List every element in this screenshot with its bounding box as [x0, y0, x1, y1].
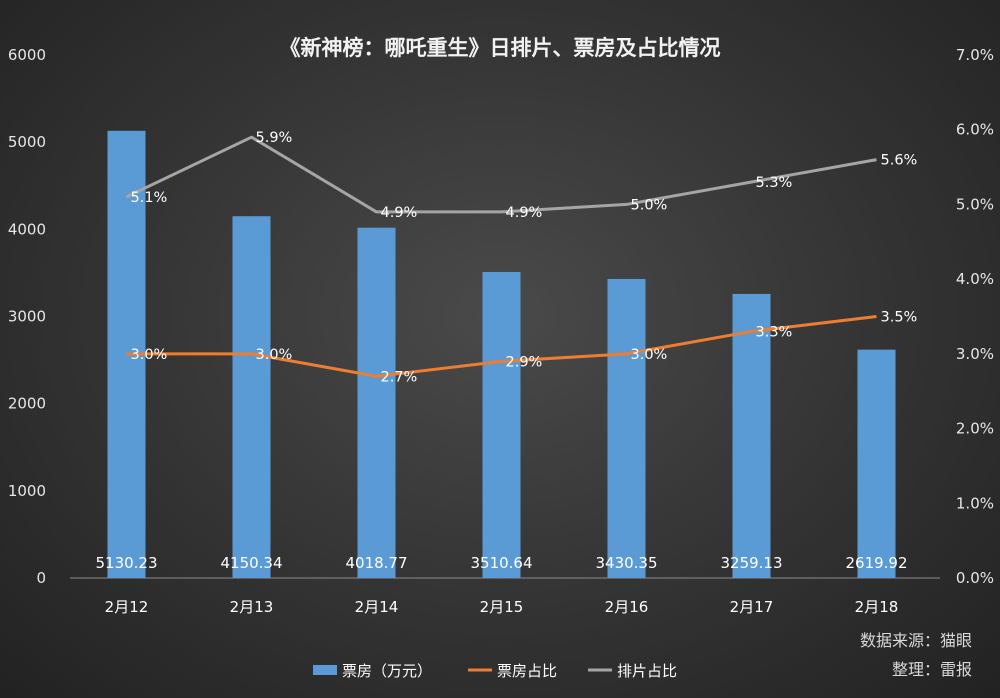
line-value-label: 5.6% [881, 153, 918, 169]
left-tick-label: 6000 [8, 46, 46, 64]
category-label: 2月16 [605, 598, 649, 616]
line-value-label: 3.3% [756, 324, 793, 340]
line-value-label: 4.9% [506, 205, 543, 221]
bar [357, 227, 396, 579]
category-label: 2月17 [730, 598, 774, 616]
category-label: 2月18 [855, 598, 899, 616]
chart-title: 《新神榜：哪吒重生》日排片、票房及占比情况 [280, 36, 721, 60]
box-office-share-line [126, 315, 877, 378]
line-value-label: 2.9% [506, 354, 543, 370]
line-value-label: 4.9% [381, 205, 418, 221]
bar [732, 293, 771, 578]
category-label: 2月12 [105, 598, 149, 616]
line-value-label: 3.0% [131, 347, 168, 363]
bar-value-label: 3510.64 [470, 554, 532, 572]
bar-value-label: 5130.23 [95, 554, 157, 572]
line-value-label: 5.1% [131, 190, 168, 206]
bar-value-label: 3430.35 [595, 554, 657, 572]
category-label: 2月15 [480, 598, 524, 616]
line-value-label: 3.0% [631, 347, 668, 363]
bar [607, 278, 646, 578]
right-tick-label: 0.0% [956, 569, 994, 587]
bar-labels: 5130.23 4150.34 4018.77 3510.64 3430.35 3259.… [95, 554, 907, 572]
left-tick-label: 4000 [8, 220, 46, 238]
category-label: 2月14 [355, 598, 399, 616]
right-axis: 0.0% 1.0% 2.0% 3.0% 4.0% 5.0% 6.0% 7.0% [956, 46, 994, 587]
legend-swatch-bar [313, 665, 337, 675]
screening-share-line [125, 135, 877, 214]
legend-label: 票房（万元） [342, 662, 432, 680]
bar-value-label: 4150.34 [220, 554, 282, 572]
legend-label: 排片占比 [617, 662, 677, 680]
line-value-label: 2.7% [381, 369, 418, 385]
bar [232, 216, 271, 578]
category-label: 2月13 [230, 598, 274, 616]
legend-label: 票房占比 [497, 662, 557, 680]
line-value-label: 3.5% [881, 310, 918, 326]
line-value-label: 5.9% [256, 130, 293, 146]
line-series [125, 135, 877, 378]
left-axis: 0 1000 2000 3000 4000 5000 6000 [8, 46, 46, 587]
line-labels: 3.0% 3.0% 2.7% 2.9% 3.0% 3.3% 3.5% 5.1% 5.9% 4.9%… [131, 130, 918, 385]
source-label: 数据来源：猫眼 [860, 631, 972, 650]
left-tick-label: 3000 [8, 308, 46, 326]
left-tick-label: 0 [36, 569, 46, 587]
bar-value-label: 2619.92 [845, 554, 907, 572]
left-tick-label: 2000 [8, 395, 46, 413]
left-tick-label: 1000 [8, 482, 46, 500]
right-tick-label: 2.0% [956, 420, 994, 438]
left-tick-label: 5000 [8, 133, 46, 151]
bar-value-label: 4018.77 [345, 554, 407, 572]
line-value-label: 5.3% [756, 175, 793, 191]
right-tick-label: 4.0% [956, 270, 994, 288]
line-value-label: 3.0% [256, 347, 293, 363]
right-tick-label: 6.0% [956, 121, 994, 139]
right-tick-label: 1.0% [956, 494, 994, 512]
bar [857, 349, 896, 578]
right-tick-label: 7.0% [956, 46, 994, 64]
category-axis: 2月12 2月13 2月14 2月15 2月16 2月17 2月18 [105, 598, 899, 616]
right-tick-label: 5.0% [956, 195, 994, 213]
line-value-label: 5.0% [631, 197, 668, 213]
legend: 票房（万元） 票房占比 排片占比 [313, 662, 677, 680]
editor-label: 整理：雷报 [892, 660, 972, 679]
bar-series [107, 130, 896, 579]
bar [482, 271, 521, 578]
bar-value-label: 3259.13 [720, 554, 782, 572]
right-tick-label: 3.0% [956, 345, 994, 363]
